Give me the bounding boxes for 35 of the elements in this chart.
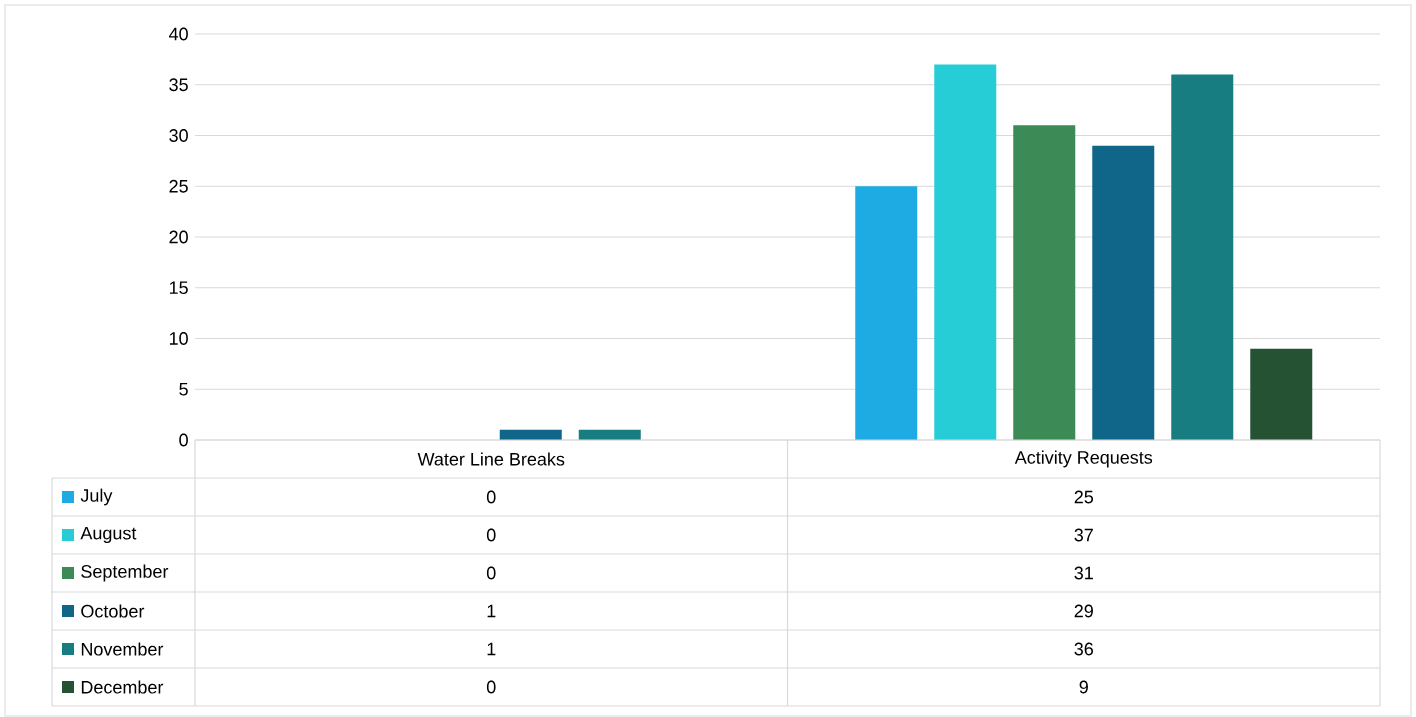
y-tick-label: 15 <box>169 281 188 295</box>
legend-label: November <box>81 642 164 656</box>
data-label: 0 <box>486 566 496 580</box>
bar <box>934 64 997 440</box>
data-label: 1 <box>487 642 496 656</box>
legend-label: October <box>81 604 145 618</box>
y-tick-label: 40 <box>168 27 188 41</box>
data-label: 0 <box>486 680 496 694</box>
y-tick-label: 35 <box>169 78 188 92</box>
y-tick-label: 5 <box>179 382 188 396</box>
legend-label: December <box>81 680 164 694</box>
bar <box>1092 145 1155 440</box>
data-label: 1 <box>487 604 496 618</box>
y-tick-label: 20 <box>169 230 188 244</box>
y-tick-label: 0 <box>179 433 188 447</box>
y-tick-label: 10 <box>169 332 188 345</box>
data-label: 31 <box>1074 566 1093 580</box>
y-tick-label: 30 <box>169 129 188 142</box>
data-label: 9 <box>1079 680 1088 694</box>
data-label: 25 <box>1074 490 1094 504</box>
data-label: 37 <box>1074 528 1093 542</box>
bar <box>1250 348 1313 440</box>
data-label: 0 <box>486 528 496 542</box>
legend-label: July <box>80 488 113 506</box>
x-tick-label: Water Line Breaks <box>417 452 565 466</box>
data-label: 0 <box>486 490 496 504</box>
data-label: 29 <box>1074 604 1093 618</box>
x-tick-label: Activity Requests <box>1014 450 1153 468</box>
bar <box>1171 74 1234 440</box>
bar <box>1013 125 1076 440</box>
y-tick-label: 25 <box>169 179 188 193</box>
legend-label: September <box>81 564 169 582</box>
data-label: 36 <box>1074 642 1093 656</box>
bar <box>855 186 918 440</box>
legend-label: August <box>80 526 137 544</box>
